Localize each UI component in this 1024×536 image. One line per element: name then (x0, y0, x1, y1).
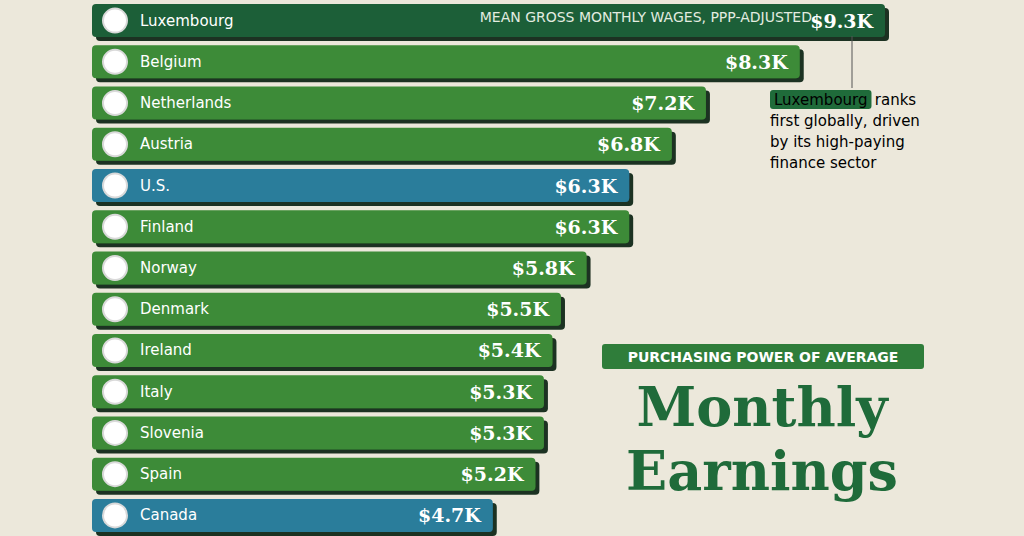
svg-text:$8.3K: $8.3K (725, 51, 789, 73)
svg-text:Earnings: Earnings (626, 439, 898, 503)
svg-text:Finland: Finland (140, 218, 194, 236)
svg-text:$6.3K: $6.3K (554, 175, 618, 197)
svg-text:$5.2K: $5.2K (461, 463, 525, 485)
svg-text:PURCHASING POWER OF AVERAGE: PURCHASING POWER OF AVERAGE (628, 349, 899, 365)
svg-text:Austria: Austria (140, 135, 193, 153)
svg-text:$5.5K: $5.5K (486, 298, 550, 320)
svg-text:$5.8K: $5.8K (512, 257, 576, 279)
svg-text:Slovenia: Slovenia (140, 424, 204, 442)
svg-text:Luxembourg: Luxembourg (140, 12, 234, 30)
svg-text:$7.2K: $7.2K (631, 92, 695, 114)
svg-text:ranks: ranks (875, 91, 917, 109)
svg-text:finance sector: finance sector (770, 154, 877, 172)
svg-text:Netherlands: Netherlands (140, 94, 232, 112)
svg-text:Denmark: Denmark (140, 300, 209, 318)
svg-text:MEAN GROSS MONTHLY WAGES, PPP-: MEAN GROSS MONTHLY WAGES, PPP-ADJUSTED (480, 9, 812, 25)
svg-text:Canada: Canada (140, 506, 197, 524)
svg-text:$6.8K: $6.8K (597, 133, 661, 155)
svg-text:$5.3K: $5.3K (469, 422, 533, 444)
svg-text:Ireland: Ireland (140, 341, 192, 359)
svg-text:$5.4K: $5.4K (478, 339, 542, 361)
svg-text:first globally, driven: first globally, driven (770, 112, 920, 130)
svg-text:$5.3K: $5.3K (469, 381, 533, 403)
svg-text:Belgium: Belgium (140, 53, 202, 71)
svg-text:Monthly: Monthly (636, 375, 889, 439)
svg-text:$4.7K: $4.7K (418, 504, 482, 526)
svg-text:Italy: Italy (140, 383, 173, 401)
svg-text:Norway: Norway (140, 259, 197, 277)
svg-text:$6.3K: $6.3K (554, 216, 618, 238)
svg-text:U.S.: U.S. (140, 177, 170, 195)
svg-text:Luxembourg: Luxembourg (774, 91, 868, 109)
svg-text:by its high-paying: by its high-paying (770, 133, 905, 151)
svg-text:Spain: Spain (140, 465, 182, 483)
svg-text:$9.3K: $9.3K (810, 10, 874, 32)
